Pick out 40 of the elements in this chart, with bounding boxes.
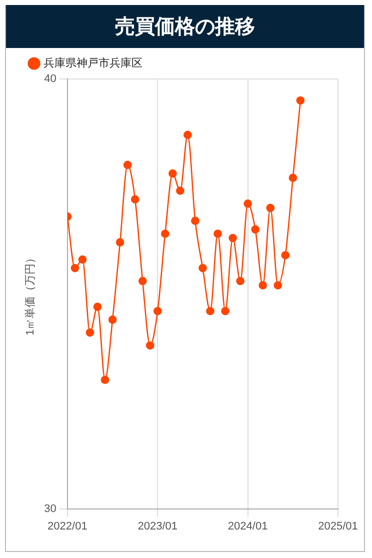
- point: [236, 276, 244, 286]
- y-tick-label: 30: [44, 502, 56, 515]
- legend-label: 兵庫県神戸市兵庫区: [44, 56, 142, 70]
- chart-title: 売買価格の推移: [6, 5, 364, 48]
- point: [221, 306, 230, 316]
- point: [123, 160, 132, 170]
- point: [266, 204, 275, 212]
- point: [258, 281, 267, 290]
- point: [176, 186, 184, 195]
- point: [251, 225, 260, 234]
- point: [168, 169, 177, 178]
- x-tick-label: 2022/01: [48, 520, 88, 532]
- point: [78, 255, 87, 264]
- point: [288, 174, 298, 182]
- point: [153, 306, 162, 316]
- y-tick-label: 40: [44, 73, 56, 86]
- point: [191, 216, 200, 225]
- point: [146, 341, 154, 350]
- x-tick-label: 2023/01: [138, 520, 178, 532]
- point: [70, 264, 80, 272]
- point: [274, 281, 282, 290]
- point: [228, 234, 237, 242]
- x-tick-label: 2025/01: [318, 520, 358, 532]
- point: [86, 328, 94, 337]
- point: [198, 264, 207, 272]
- y-axis-title: 1㎡単価（万円）: [24, 252, 37, 336]
- point: [184, 130, 192, 140]
- point: [206, 306, 214, 316]
- point: [116, 238, 124, 246]
- point: [160, 230, 170, 238]
- point: [93, 302, 102, 311]
- point: [244, 199, 252, 208]
- point: [108, 316, 117, 324]
- point: [296, 96, 305, 105]
- point: [100, 376, 110, 384]
- point: [281, 251, 290, 260]
- x-tick-label: 2024/01: [228, 520, 268, 532]
- point: [214, 230, 222, 238]
- point: [130, 195, 140, 204]
- point: [138, 276, 147, 286]
